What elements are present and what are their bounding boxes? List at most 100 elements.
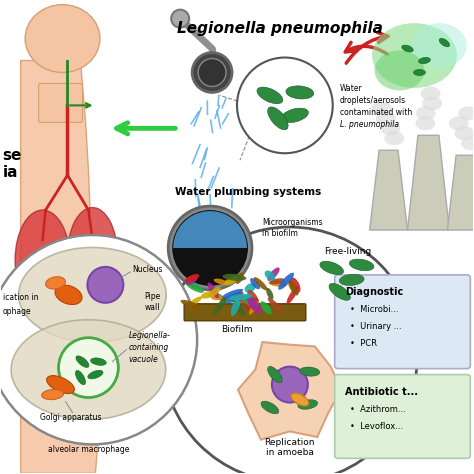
Ellipse shape [422, 96, 442, 110]
Ellipse shape [461, 137, 474, 150]
Ellipse shape [208, 283, 219, 298]
Text: contaminated with: contaminated with [340, 108, 412, 117]
Ellipse shape [242, 295, 259, 309]
Ellipse shape [260, 301, 272, 314]
Text: ia: ia [3, 164, 18, 180]
Ellipse shape [419, 57, 430, 64]
Ellipse shape [339, 274, 364, 285]
Ellipse shape [223, 274, 246, 281]
Ellipse shape [416, 106, 436, 120]
Ellipse shape [25, 5, 100, 73]
Ellipse shape [267, 267, 280, 281]
Circle shape [172, 210, 248, 286]
Ellipse shape [439, 38, 449, 47]
Polygon shape [173, 211, 247, 248]
Text: •  Azithrom...: • Azithrom... [350, 405, 405, 414]
Text: Pipe
wall: Pipe wall [144, 292, 160, 311]
Ellipse shape [201, 292, 214, 299]
Text: Microorganisms
in biofilm: Microorganisms in biofilm [262, 219, 322, 238]
FancyBboxPatch shape [184, 304, 306, 321]
Text: Nucleus: Nucleus [132, 265, 163, 274]
Ellipse shape [246, 296, 262, 314]
Ellipse shape [261, 401, 279, 414]
Text: Legionella-
containing
vacuole: Legionella- containing vacuole [128, 331, 170, 364]
Ellipse shape [250, 278, 260, 289]
Ellipse shape [249, 301, 259, 315]
Text: Biofilm: Biofilm [221, 325, 253, 334]
Ellipse shape [247, 290, 259, 307]
Ellipse shape [231, 296, 241, 316]
Circle shape [168, 206, 252, 290]
Ellipse shape [213, 292, 227, 302]
Ellipse shape [18, 247, 166, 342]
Text: •  Urinary ...: • Urinary ... [350, 322, 401, 331]
Ellipse shape [268, 366, 282, 383]
Polygon shape [370, 150, 408, 230]
Ellipse shape [208, 287, 220, 297]
Text: Golgi apparatus: Golgi apparatus [40, 413, 101, 422]
Circle shape [192, 53, 232, 92]
Ellipse shape [91, 358, 106, 365]
Polygon shape [408, 135, 449, 230]
Circle shape [162, 227, 418, 474]
Ellipse shape [224, 276, 238, 285]
Ellipse shape [185, 274, 199, 283]
Text: Water: Water [340, 84, 363, 93]
Ellipse shape [67, 208, 118, 302]
Ellipse shape [232, 298, 245, 316]
Circle shape [272, 366, 308, 402]
Ellipse shape [55, 285, 82, 304]
Polygon shape [21, 61, 105, 474]
Ellipse shape [257, 87, 283, 104]
Ellipse shape [214, 279, 228, 285]
Ellipse shape [374, 51, 424, 91]
Text: Antibiotic t...: Antibiotic t... [345, 386, 418, 397]
Ellipse shape [224, 292, 244, 304]
Ellipse shape [384, 131, 404, 145]
Ellipse shape [291, 393, 309, 406]
Circle shape [171, 9, 189, 27]
Polygon shape [447, 155, 474, 230]
Ellipse shape [88, 370, 103, 379]
Ellipse shape [222, 289, 243, 298]
Ellipse shape [320, 261, 344, 274]
Ellipse shape [75, 371, 85, 385]
Ellipse shape [185, 281, 204, 293]
FancyBboxPatch shape [38, 83, 82, 122]
Ellipse shape [268, 107, 288, 130]
Text: se: se [3, 148, 22, 163]
Text: Legionella pneumophila: Legionella pneumophila [177, 21, 383, 36]
Ellipse shape [264, 271, 275, 281]
Text: ophage: ophage [3, 307, 31, 316]
Text: droplets/aerosols: droplets/aerosols [340, 96, 406, 105]
Ellipse shape [372, 101, 392, 115]
Ellipse shape [46, 375, 74, 393]
Ellipse shape [11, 320, 166, 419]
Ellipse shape [213, 296, 227, 315]
Text: •  Levoflox...: • Levoflox... [350, 422, 403, 431]
Ellipse shape [269, 278, 285, 284]
Ellipse shape [266, 288, 273, 300]
Ellipse shape [236, 273, 244, 284]
Ellipse shape [458, 106, 474, 120]
Ellipse shape [281, 108, 309, 123]
Ellipse shape [188, 296, 202, 307]
Ellipse shape [412, 23, 467, 68]
Ellipse shape [211, 295, 223, 300]
Text: alveolar macrophage: alveolar macrophage [48, 445, 129, 454]
Ellipse shape [376, 111, 396, 125]
Circle shape [0, 235, 197, 445]
Ellipse shape [449, 116, 469, 130]
Text: •  PCR: • PCR [350, 339, 377, 348]
Ellipse shape [290, 277, 301, 293]
Ellipse shape [381, 121, 401, 135]
Text: Diagnostic: Diagnostic [345, 287, 403, 297]
Ellipse shape [245, 283, 256, 292]
Ellipse shape [246, 298, 258, 310]
Text: ication in: ication in [3, 293, 38, 302]
Text: Water plumbing systems: Water plumbing systems [175, 187, 321, 197]
FancyBboxPatch shape [335, 275, 470, 369]
Ellipse shape [269, 281, 287, 287]
Ellipse shape [415, 116, 436, 130]
Ellipse shape [402, 45, 413, 52]
